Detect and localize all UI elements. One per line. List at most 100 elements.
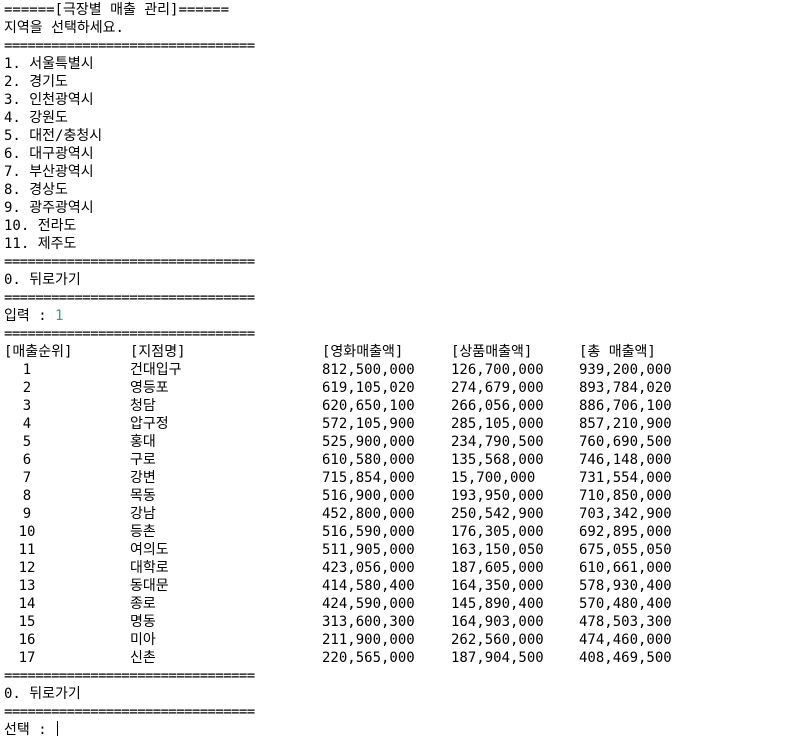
table-row: 16 미아 211,900,000 262,560,000 474,460,000	[4, 631, 804, 649]
text-cursor	[57, 721, 59, 736]
header-rank: [매출순위]	[4, 344, 73, 360]
table-row: 7 강변 715,854,000 15,700,000 731,554,000	[4, 469, 804, 487]
goods-sales-cell: 274,679,000	[451, 380, 544, 396]
table-row: 1 건대입구 812,500,000 126,700,000 939,200,000	[4, 361, 804, 379]
branch-name-cell: 명동	[130, 614, 156, 630]
rank-cell: 11	[18, 542, 36, 558]
separator: ================================	[4, 254, 255, 270]
region-item-gangwon: 4. 강원도	[4, 110, 68, 126]
branch-name-cell: 압구정	[130, 416, 169, 432]
region-list: 1. 서울특별시 2. 경기도 3. 인천광역시 4. 강원도 5. 대전/충청…	[4, 55, 804, 253]
movie-sales-cell: 516,590,000	[322, 524, 415, 540]
goods-sales-cell: 164,903,000	[451, 614, 544, 630]
table-row: 14 종로 424,590,000 145,890,400 570,480,400	[4, 595, 804, 613]
total-sales-cell: 474,460,000	[579, 632, 672, 648]
rank-cell: 3	[22, 398, 32, 414]
table-row: 13 동대문 414,580,400 164,350,000 578,930,400	[4, 577, 804, 595]
total-sales-cell: 710,850,000	[579, 488, 672, 504]
branch-name-cell: 강남	[130, 506, 156, 522]
goods-sales-cell: 285,105,000	[451, 416, 544, 432]
branch-name-cell: 홍대	[130, 434, 156, 450]
region-item-busan: 7. 부산광역시	[4, 164, 94, 180]
movie-sales-cell: 313,600,300	[322, 614, 415, 630]
rank-cell: 4	[22, 416, 32, 432]
branch-name-cell: 청담	[130, 398, 156, 414]
movie-sales-cell: 511,905,000	[322, 542, 415, 558]
branch-name-cell: 등촌	[130, 524, 156, 540]
branch-name-cell: 영등포	[130, 380, 169, 396]
rank-cell: 16	[18, 632, 36, 648]
total-sales-cell: 939,200,000	[579, 362, 672, 378]
movie-sales-cell: 812,500,000	[322, 362, 415, 378]
goods-sales-cell: 163,150,050	[451, 542, 544, 558]
movie-sales-cell: 414,580,400	[322, 578, 415, 594]
goods-sales-cell: 145,890,400	[451, 596, 544, 612]
separator: ================================	[4, 704, 255, 720]
goods-sales-cell: 234,790,500	[451, 434, 544, 450]
input-value: 1	[55, 308, 64, 324]
menu-title: ======[극장별 매출 관리]======	[4, 2, 230, 18]
rank-cell: 7	[22, 470, 32, 486]
region-item-seoul: 1. 서울특별시	[4, 56, 94, 72]
total-sales-cell: 570,480,400	[579, 596, 672, 612]
total-sales-cell: 610,661,000	[579, 560, 672, 576]
movie-sales-cell: 220,565,000	[322, 650, 415, 666]
separator: ================================	[4, 668, 255, 684]
console-output: ======[극장별 매출 관리]====== 지역을 선택하세요. =====…	[4, 1, 804, 739]
table-header: [매출순위] [지점명] [영화매출액] [상품매출액] [총 매출액]	[4, 343, 804, 361]
branch-name-cell: 미아	[130, 632, 156, 648]
movie-sales-cell: 619,105,020	[322, 380, 415, 396]
header-branch-name: [지점명]	[130, 344, 186, 360]
movie-sales-cell: 516,900,000	[322, 488, 415, 504]
rank-cell: 2	[22, 380, 32, 396]
movie-sales-cell: 525,900,000	[322, 434, 415, 450]
select-label: 선택 :	[4, 722, 56, 738]
rank-cell: 6	[22, 452, 32, 468]
rank-cell: 13	[18, 578, 36, 594]
goods-sales-cell: 126,700,000	[451, 362, 544, 378]
region-item-jeolla: 10. 전라도	[4, 218, 77, 234]
goods-sales-cell: 262,560,000	[451, 632, 544, 648]
branch-name-cell: 신촌	[130, 650, 156, 666]
goods-sales-cell: 176,305,000	[451, 524, 544, 540]
header-movie-sales: [영화매출액]	[322, 344, 404, 360]
goods-sales-cell: 187,605,000	[451, 560, 544, 576]
region-item-gyeonggi: 2. 경기도	[4, 74, 68, 90]
rank-cell: 9	[22, 506, 32, 522]
table-row: 4 압구정 572,105,900 285,105,000 857,210,900	[4, 415, 804, 433]
movie-sales-cell: 452,800,000	[322, 506, 415, 522]
goods-sales-cell: 15,700,000	[451, 470, 536, 486]
total-sales-cell: 746,148,000	[579, 452, 672, 468]
separator: ================================	[4, 38, 255, 54]
goods-sales-cell: 193,950,000	[451, 488, 544, 504]
region-item-incheon: 3. 인천광역시	[4, 92, 94, 108]
total-sales-cell: 692,895,000	[579, 524, 672, 540]
select-line[interactable]: 선택 :	[4, 721, 804, 739]
table-row: 9 강남 452,800,000 250,542,900 703,342,900	[4, 505, 804, 523]
goods-sales-cell: 164,350,000	[451, 578, 544, 594]
branch-name-cell: 목동	[130, 488, 156, 504]
total-sales-cell: 408,469,500	[579, 650, 672, 666]
sales-table-body: 1 건대입구 812,500,000 126,700,000 939,200,000 2 영…	[4, 361, 804, 667]
movie-sales-cell: 620,650,100	[322, 398, 415, 414]
total-sales-cell: 886,706,100	[579, 398, 672, 414]
rank-cell: 8	[22, 488, 32, 504]
input-line: 입력 : 1	[4, 307, 804, 325]
total-sales-cell: 703,342,900	[579, 506, 672, 522]
total-sales-cell: 478,503,300	[579, 614, 672, 630]
rank-cell: 12	[18, 560, 36, 576]
table-row: 8 목동 516,900,000 193,950,000 710,850,000	[4, 487, 804, 505]
goods-sales-cell: 135,568,000	[451, 452, 544, 468]
branch-name-cell: 구로	[130, 452, 156, 468]
rank-cell: 5	[22, 434, 32, 450]
total-sales-cell: 857,210,900	[579, 416, 672, 432]
total-sales-cell: 760,690,500	[579, 434, 672, 450]
goods-sales-cell: 250,542,900	[451, 506, 544, 522]
movie-sales-cell: 211,900,000	[322, 632, 415, 648]
total-sales-cell: 893,784,020	[579, 380, 672, 396]
region-item-daegu: 6. 대구광역시	[4, 146, 94, 162]
header-goods-sales: [상품매출액]	[451, 344, 533, 360]
rank-cell: 17	[18, 650, 36, 666]
region-item-jeju: 11. 제주도	[4, 236, 77, 252]
total-sales-cell: 578,930,400	[579, 578, 672, 594]
